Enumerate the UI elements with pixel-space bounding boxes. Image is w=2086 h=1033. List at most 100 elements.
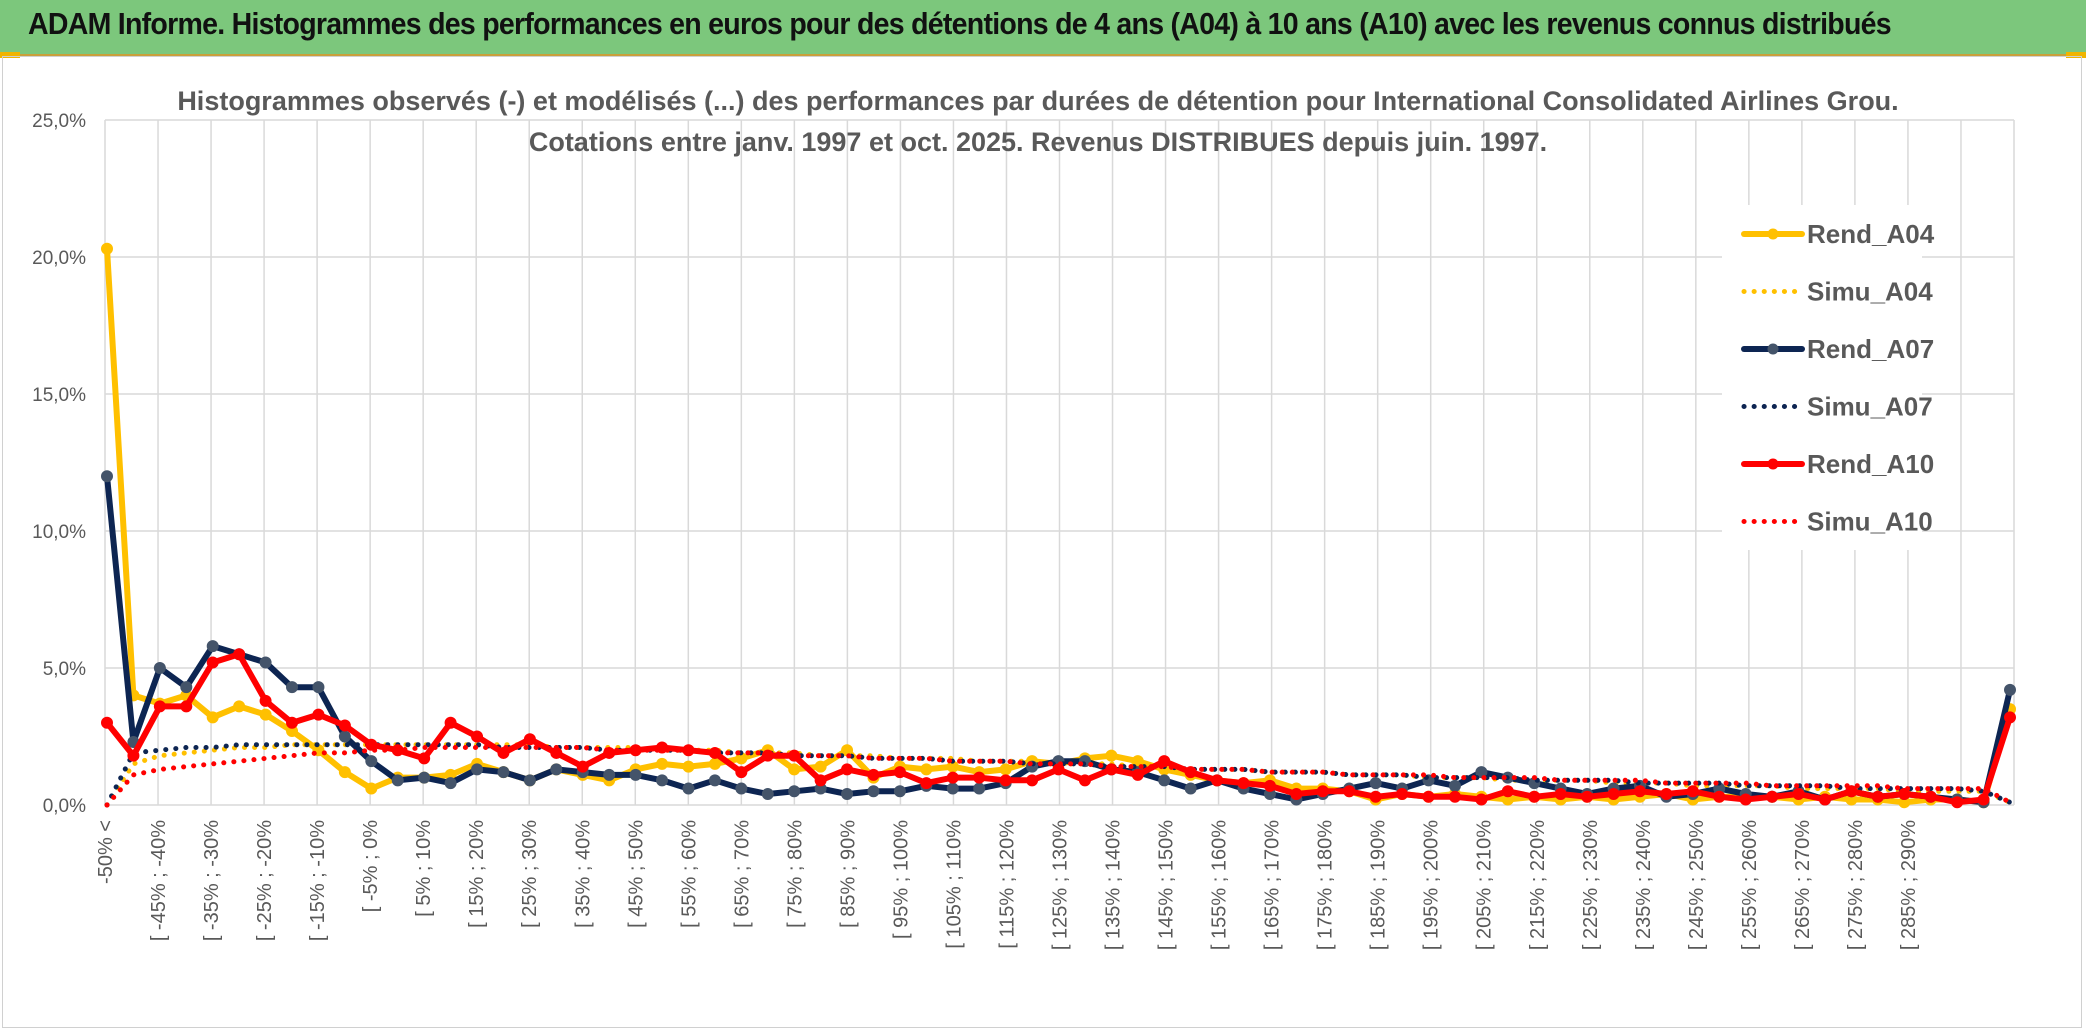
x-tick-label: [ 205% ; 210%	[1474, 820, 1496, 950]
rend-a07-point	[788, 785, 801, 798]
legend-label: Simu_A10	[1807, 507, 1933, 537]
rend-a07-point	[708, 774, 721, 787]
rend-a10-point	[1263, 779, 1276, 792]
rend-a10-point	[1977, 793, 1990, 806]
x-tick-label: [ 285% ; 290%	[1898, 820, 1920, 950]
rend-a10-point	[1951, 796, 1964, 809]
simu-a10-line	[104, 745, 2013, 808]
legend-marker	[1767, 458, 1779, 470]
x-tick-label: [ 25% ; 30%	[519, 820, 541, 928]
x-tick-label: -50% <	[95, 820, 117, 884]
rend-a04-point	[101, 242, 113, 255]
x-tick-label: [ -25% ; -20%	[254, 820, 276, 941]
x-tick-label: [ 85% ; 90%	[837, 820, 859, 928]
corner-accent-right	[2066, 52, 2086, 58]
rend-a04-point	[233, 700, 246, 713]
rend-a10-point	[365, 738, 378, 751]
rend-a04-point	[656, 757, 669, 770]
rend-a07-point	[153, 662, 166, 674]
rend-a07-point	[206, 640, 219, 653]
rend-a10-point	[233, 648, 246, 661]
rend-a10-point	[1316, 785, 1329, 798]
rend-a07-point	[1448, 779, 1461, 792]
x-tick-label: [ -45% ; -40%	[148, 820, 170, 941]
legend-label: Simu_A07	[1807, 392, 1933, 422]
legend-label: Rend_A07	[1807, 334, 1934, 364]
corner-accent-left	[0, 52, 20, 58]
rend-a10-point	[523, 733, 536, 746]
x-tick-label: [ 45% ; 50%	[625, 820, 647, 928]
rend-a07-point	[286, 681, 299, 694]
legend-label: Rend_A04	[1807, 219, 1935, 249]
report-title: ADAM Informe. Histogrammes des performan…	[28, 6, 1892, 41]
rend-a10-point	[1211, 774, 1224, 787]
x-tick-label: [ 275% ; 280%	[1845, 820, 1867, 950]
rend-a10-point	[206, 656, 219, 669]
rend-a07-point	[682, 782, 695, 795]
rend-a10-point	[312, 708, 325, 721]
x-tick-label: [ -15% ; -10%	[307, 820, 329, 941]
rend-a07-point	[497, 766, 510, 779]
chart-title-line-2: Cotations entre janv. 1997 et oct. 2025.…	[529, 127, 1547, 157]
rend-a10-point	[1845, 785, 1858, 798]
rend-a04-point	[206, 711, 219, 724]
rend-a10-point	[1528, 790, 1541, 803]
x-tick-label: [ 235% ; 240%	[1633, 820, 1655, 950]
rend-a07-point	[841, 788, 854, 801]
rend-a10-point	[946, 771, 959, 784]
rend-a07-point	[867, 785, 880, 798]
rend-a10-point	[180, 700, 193, 713]
rend-a10-point	[999, 774, 1012, 787]
y-tick-label: 20,0%	[32, 248, 86, 269]
rend-a07-point	[1184, 782, 1197, 795]
rend-a10-point	[1554, 788, 1567, 801]
rend-a07-point	[603, 768, 616, 781]
rend-a07-point	[2004, 683, 2016, 696]
rend-a10-point	[973, 771, 986, 784]
x-tick-label: [ 65% ; 70%	[731, 820, 753, 928]
x-tick-label: [ 155% ; 160%	[1209, 820, 1231, 950]
rend-a07-point	[312, 681, 325, 694]
rend-a10-point	[576, 760, 589, 773]
rend-a04-point	[788, 763, 801, 776]
rend-a10-point	[814, 774, 827, 787]
rend-a07-point	[101, 470, 113, 483]
rend-a10-point	[338, 719, 351, 732]
rend-a04-point	[708, 757, 721, 770]
x-tick-label: [ 225% ; 230%	[1580, 820, 1602, 950]
x-tick-label: [ -5% ; 0%	[360, 820, 382, 912]
y-tick-label: 15,0%	[32, 385, 86, 406]
rend-a10-point	[471, 730, 484, 743]
rend-a04-point	[682, 760, 695, 773]
x-tick-label: [ -35% ; -30%	[201, 820, 223, 941]
rend-a04-point	[365, 782, 378, 795]
rend-a10-point	[1290, 788, 1303, 801]
rend-a07-point	[1369, 777, 1382, 790]
rend-a10-point	[1686, 785, 1699, 798]
rend-a07-point	[893, 785, 906, 798]
rend-a10-point	[153, 700, 166, 713]
simu-a04-line	[104, 742, 2013, 808]
x-tick-label: [ 95% ; 100%	[890, 820, 912, 939]
rend-a04-point	[999, 763, 1012, 776]
rend-a10-point	[259, 694, 272, 707]
x-tick-label: [ 165% ; 170%	[1262, 820, 1284, 950]
y-axis: 0,0% 5,0% 10,0% 15,0% 20,0% 25,0%	[32, 111, 86, 817]
legend-box	[1722, 205, 1922, 550]
rend-a10-point	[1396, 788, 1409, 801]
rend-a07-point	[365, 755, 378, 768]
rend-a10-point	[867, 768, 880, 781]
rend-a10-point	[1818, 793, 1831, 806]
rend-a10-point	[1026, 774, 1039, 787]
rend-a10-point	[1739, 793, 1752, 806]
x-tick-label: [ 145% ; 150%	[1156, 820, 1178, 950]
series-group	[101, 242, 2016, 809]
rend-a04-point	[920, 763, 933, 776]
x-tick-label: [ 215% ; 220%	[1527, 820, 1549, 950]
y-tick-label: 10,0%	[32, 522, 86, 543]
rend-a10-point	[1871, 790, 1884, 803]
rend-a07-point	[761, 788, 774, 801]
rend-a07-point	[550, 763, 563, 776]
rend-a10-point	[1713, 790, 1726, 803]
rend-a10-point	[1924, 790, 1937, 803]
